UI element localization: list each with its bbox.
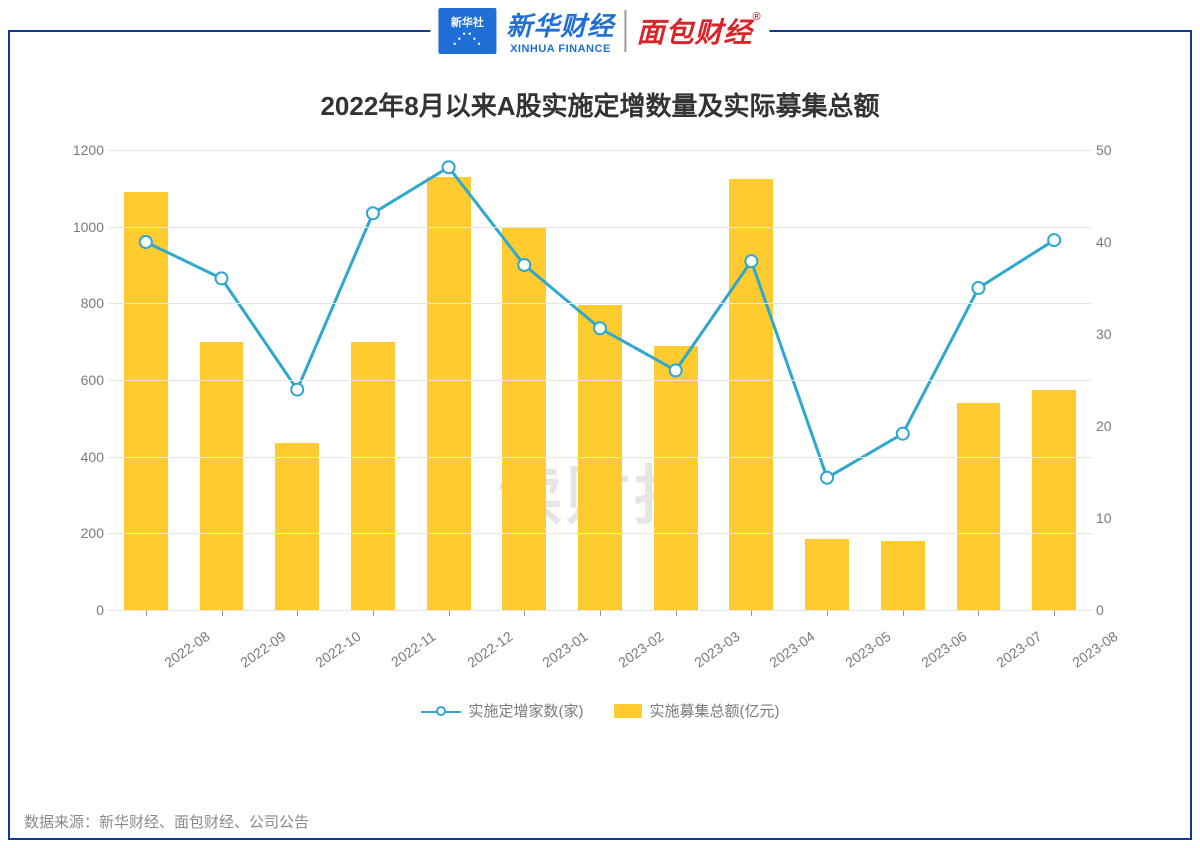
x-tick [297, 610, 298, 616]
grid-line [108, 150, 1092, 151]
grid-line [108, 380, 1092, 381]
y-right-tick: 40 [1096, 234, 1136, 250]
line-marker [1048, 234, 1060, 246]
xinhua-en: XINHUA FINANCE [510, 43, 611, 55]
legend-bar-label: 实施募集总额(亿元) [650, 700, 780, 721]
x-label: 2023-08 [1069, 628, 1120, 671]
line-marker [821, 472, 833, 484]
y-right-tick: 50 [1096, 142, 1136, 158]
x-tick [146, 610, 147, 616]
x-tick [1054, 610, 1055, 616]
legend-line-swatch [421, 704, 461, 718]
line-marker [367, 207, 379, 219]
y-left-tick: 200 [64, 525, 104, 541]
line-marker [518, 259, 530, 271]
line-marker [972, 282, 984, 294]
plot-area: 读财报 020040060080010001200010203040502022… [108, 150, 1092, 610]
line-marker [745, 255, 757, 267]
line-marker [670, 364, 682, 376]
y-left-tick: 0 [64, 602, 104, 618]
x-label: 2022-11 [388, 628, 438, 670]
y-right-tick: 20 [1096, 418, 1136, 434]
y-left-tick: 800 [64, 295, 104, 311]
x-label: 2023-06 [918, 628, 969, 671]
x-tick [600, 610, 601, 616]
y-right-tick: 30 [1096, 326, 1136, 342]
y-right-tick: 10 [1096, 510, 1136, 526]
x-label: 2023-01 [540, 628, 591, 671]
x-label: 2023-04 [767, 628, 818, 671]
line-marker [897, 428, 909, 440]
xinhua-finance-logo: 新华财经 XINHUA FINANCE [506, 6, 614, 55]
x-label: 2022-10 [313, 628, 364, 671]
mianbao-text: 面包财经 [636, 17, 752, 48]
x-label: 2023-07 [994, 628, 1045, 671]
chart-title: 2022年8月以来A股实施定增数量及实际募集总额 [0, 86, 1200, 123]
x-tick [222, 610, 223, 616]
logo-divider [624, 10, 626, 52]
y-left-tick: 400 [64, 449, 104, 465]
grid-line [108, 227, 1092, 228]
xinhua-badge-icon: 新华社 ⋰⋱ [438, 8, 496, 54]
x-tick [978, 610, 979, 616]
mianbao-logo: 面包财经® [636, 11, 761, 51]
registered-icon: ® [752, 11, 761, 23]
x-tick [449, 610, 450, 616]
line-marker [291, 384, 303, 396]
legend: 实施定增家数(家) 实施募集总额(亿元) [0, 700, 1200, 721]
x-tick [751, 610, 752, 616]
legend-bar-swatch [614, 704, 642, 718]
x-tick [373, 610, 374, 616]
x-tick [827, 610, 828, 616]
y-left-tick: 600 [64, 372, 104, 388]
y-right-tick: 0 [1096, 602, 1136, 618]
y-left-tick: 1000 [64, 219, 104, 235]
legend-line-label: 实施定增家数(家) [469, 700, 584, 721]
x-label: 2023-02 [615, 628, 666, 671]
legend-bar-item: 实施募集总额(亿元) [614, 700, 780, 721]
x-label: 2022-08 [161, 628, 212, 671]
xinhua-badge-dots: ⋰⋱ [452, 30, 482, 47]
x-tick [524, 610, 525, 616]
x-tick [903, 610, 904, 616]
x-label: 2022-12 [464, 628, 515, 671]
x-label: 2023-05 [842, 628, 893, 671]
x-tick [676, 610, 677, 616]
x-label: 2023-03 [691, 628, 742, 671]
xinhua-badge-text: 新华社 [451, 14, 484, 30]
line-marker [140, 236, 152, 248]
xinhua-cn: 新华财经 [506, 6, 614, 43]
grid-line [108, 303, 1092, 304]
grid-line [108, 533, 1092, 534]
chart-area: 读财报 020040060080010001200010203040502022… [50, 150, 1150, 680]
grid-line [108, 457, 1092, 458]
x-label: 2022-09 [237, 628, 288, 671]
line-marker [443, 161, 455, 173]
y-left-tick: 1200 [64, 142, 104, 158]
legend-line-item: 实施定增家数(家) [421, 700, 584, 721]
line-marker [216, 272, 228, 284]
line-marker [594, 322, 606, 334]
logo-bar: 新华社 ⋰⋱ 新华财经 XINHUA FINANCE 面包财经® [430, 6, 769, 55]
data-source: 数据来源：新华财经、面包财经、公司公告 [24, 811, 309, 832]
